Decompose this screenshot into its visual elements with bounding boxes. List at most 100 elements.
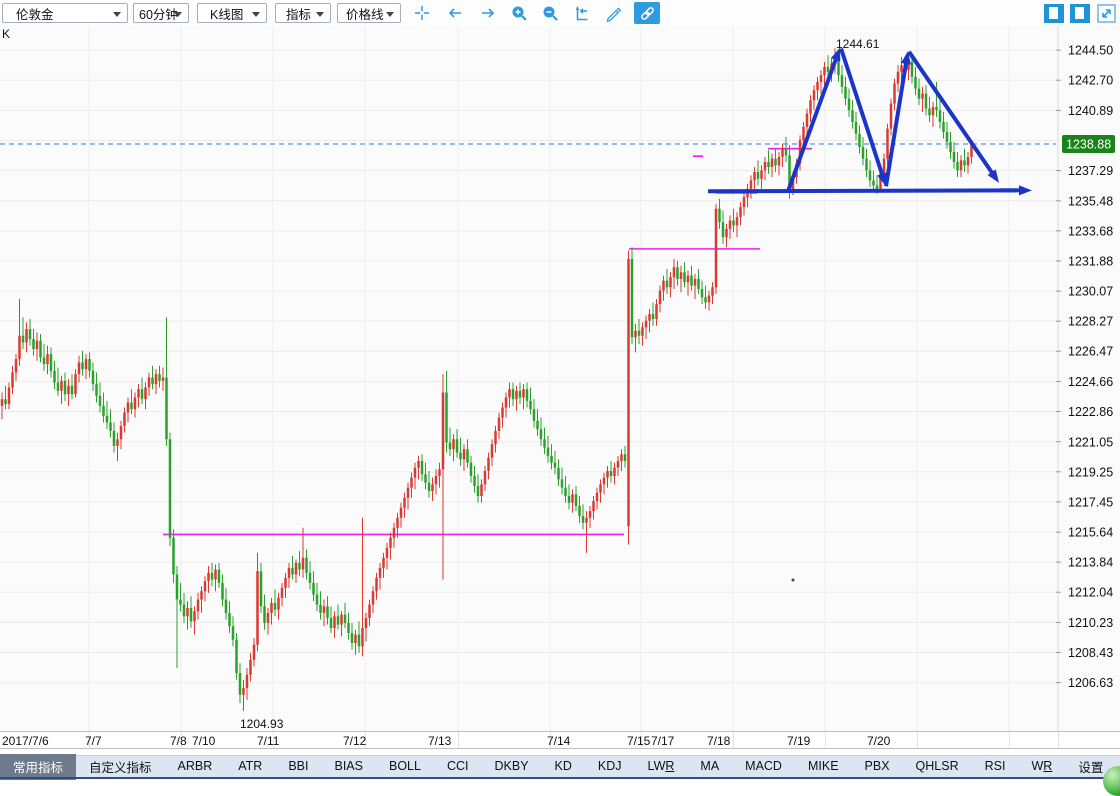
candle-body (515, 390, 518, 400)
candle-body (431, 484, 434, 492)
candle-body (669, 277, 672, 288)
pattern-trend-line (707, 188, 1017, 194)
candle-body (445, 392, 448, 443)
candle-body (333, 616, 336, 628)
arrow-right-icon (482, 8, 495, 18)
candle-body (413, 467, 417, 478)
cursor-dot (791, 578, 795, 582)
pattern-trend-line (839, 47, 886, 181)
expand-icon[interactable] (1097, 3, 1116, 23)
crosshair-button[interactable] (411, 3, 433, 23)
candle-body (851, 110, 854, 122)
candle-body (32, 339, 35, 350)
candle-body (301, 557, 305, 570)
pattern-arrowhead (1019, 185, 1032, 196)
candle-body (679, 272, 683, 279)
interval-dropdown[interactable]: 60分钟 (133, 3, 189, 23)
tab-KDJ[interactable]: KDJ (597, 759, 622, 773)
link-button[interactable] (634, 2, 660, 24)
tab-PBX[interactable]: PBX (864, 759, 890, 773)
candle-body (112, 430, 116, 446)
indicator-dropdown[interactable]: 指标 (275, 3, 331, 23)
candle-body (714, 208, 718, 288)
window-pane-2-icon[interactable] (1070, 3, 1090, 23)
chart-area[interactable]: K 1244.50 1242.70 1240.89 1237.29 1235.48 123… (0, 26, 1120, 731)
candle-body (574, 494, 578, 507)
zoom-out-button[interactable] (539, 3, 561, 23)
tab-BIAS[interactable]: BIAS (334, 759, 364, 773)
candle-body (508, 389, 511, 398)
toolbar: 伦敦金 60分钟 K线图 指标 价格线 (0, 0, 1120, 27)
candle-body (889, 103, 893, 129)
candle-body (308, 572, 312, 583)
candle-body (949, 141, 952, 153)
zoom-in-button[interactable] (508, 3, 530, 23)
tab-RSI[interactable]: RSI (984, 759, 1006, 773)
tab-MACD[interactable]: MACD (745, 759, 782, 773)
candle-body (382, 557, 385, 568)
candle-body (350, 632, 354, 643)
candle-body (105, 415, 109, 423)
candle-body (63, 380, 67, 395)
tab-设置[interactable]: 设置 (1078, 760, 1104, 775)
instrument-dropdown-label: 伦敦金 (16, 7, 54, 22)
pan-left-button[interactable] (444, 3, 466, 23)
candle-body (732, 220, 735, 226)
y-axis-label: 1235.48 (1068, 194, 1113, 208)
candle-body (847, 98, 851, 111)
candle-body (119, 425, 123, 440)
price-line-dropdown[interactable]: 价格线 (337, 3, 401, 23)
candle-body (399, 507, 403, 518)
window-pane-1-icon[interactable] (1044, 3, 1064, 23)
candle-body (707, 295, 711, 303)
tab-MA[interactable]: MA (700, 759, 720, 773)
chart-type-dropdown[interactable]: K线图 (197, 3, 267, 23)
candle-body (627, 258, 630, 527)
candle-body (116, 439, 119, 446)
floating-assistant-ball[interactable] (1103, 766, 1120, 796)
tab-MIKE[interactable]: MIKE (807, 759, 839, 773)
tab-CCI[interactable]: CCI (446, 759, 469, 773)
candle-body (42, 357, 46, 365)
candle-body (767, 162, 770, 168)
candle-body (879, 173, 882, 189)
draw-button[interactable] (602, 3, 624, 23)
tab-常用指标[interactable]: 常用指标 (0, 753, 77, 780)
date-label: 7/20 (867, 734, 891, 748)
candle-body (35, 340, 39, 350)
tab-ATR[interactable]: ATR (238, 759, 263, 773)
candle-body (522, 389, 525, 398)
candle-body (823, 66, 826, 76)
candle-body (840, 75, 844, 87)
candle-body (263, 606, 266, 623)
tab-BOLL[interactable]: BOLL (389, 759, 421, 773)
candle-body (672, 267, 676, 278)
tab-自定义指标[interactable]: 自定义指标 (89, 760, 152, 775)
candle-body (207, 572, 210, 582)
candlestick-chart[interactable]: 1244.50 1242.70 1240.89 1237.29 1235.48 1233.… (0, 26, 1120, 731)
candle-body (284, 577, 287, 588)
candle-body (70, 385, 74, 395)
chevron-down-icon (113, 12, 121, 17)
tab-ARBR[interactable]: ARBR (177, 759, 213, 773)
candle-body (910, 61, 914, 77)
candle-body (546, 447, 550, 456)
instrument-dropdown[interactable]: 伦敦金 (2, 3, 128, 23)
tab-DKBY[interactable]: DKBY (494, 759, 529, 773)
date-axis-separator (1009, 732, 1010, 748)
tab-LWR[interactable]: LWR (647, 759, 675, 773)
y-axis-label: 1228.27 (1068, 315, 1113, 329)
tab-BBI[interactable]: BBI (288, 759, 309, 773)
tab-QHLSR[interactable]: QHLSR (915, 759, 959, 773)
tab-KD[interactable]: KD (554, 759, 572, 773)
y-axis-label: 1215.64 (1068, 526, 1113, 540)
tab-WR[interactable]: WR (1031, 759, 1053, 773)
candle-body (102, 405, 105, 416)
axis-reset-button[interactable] (570, 3, 592, 23)
candle-body (172, 537, 175, 575)
candle-body (571, 494, 574, 503)
pan-right-button[interactable] (477, 3, 499, 23)
candle-body (970, 144, 973, 158)
candle-body (928, 108, 931, 116)
candle-body (630, 258, 634, 338)
